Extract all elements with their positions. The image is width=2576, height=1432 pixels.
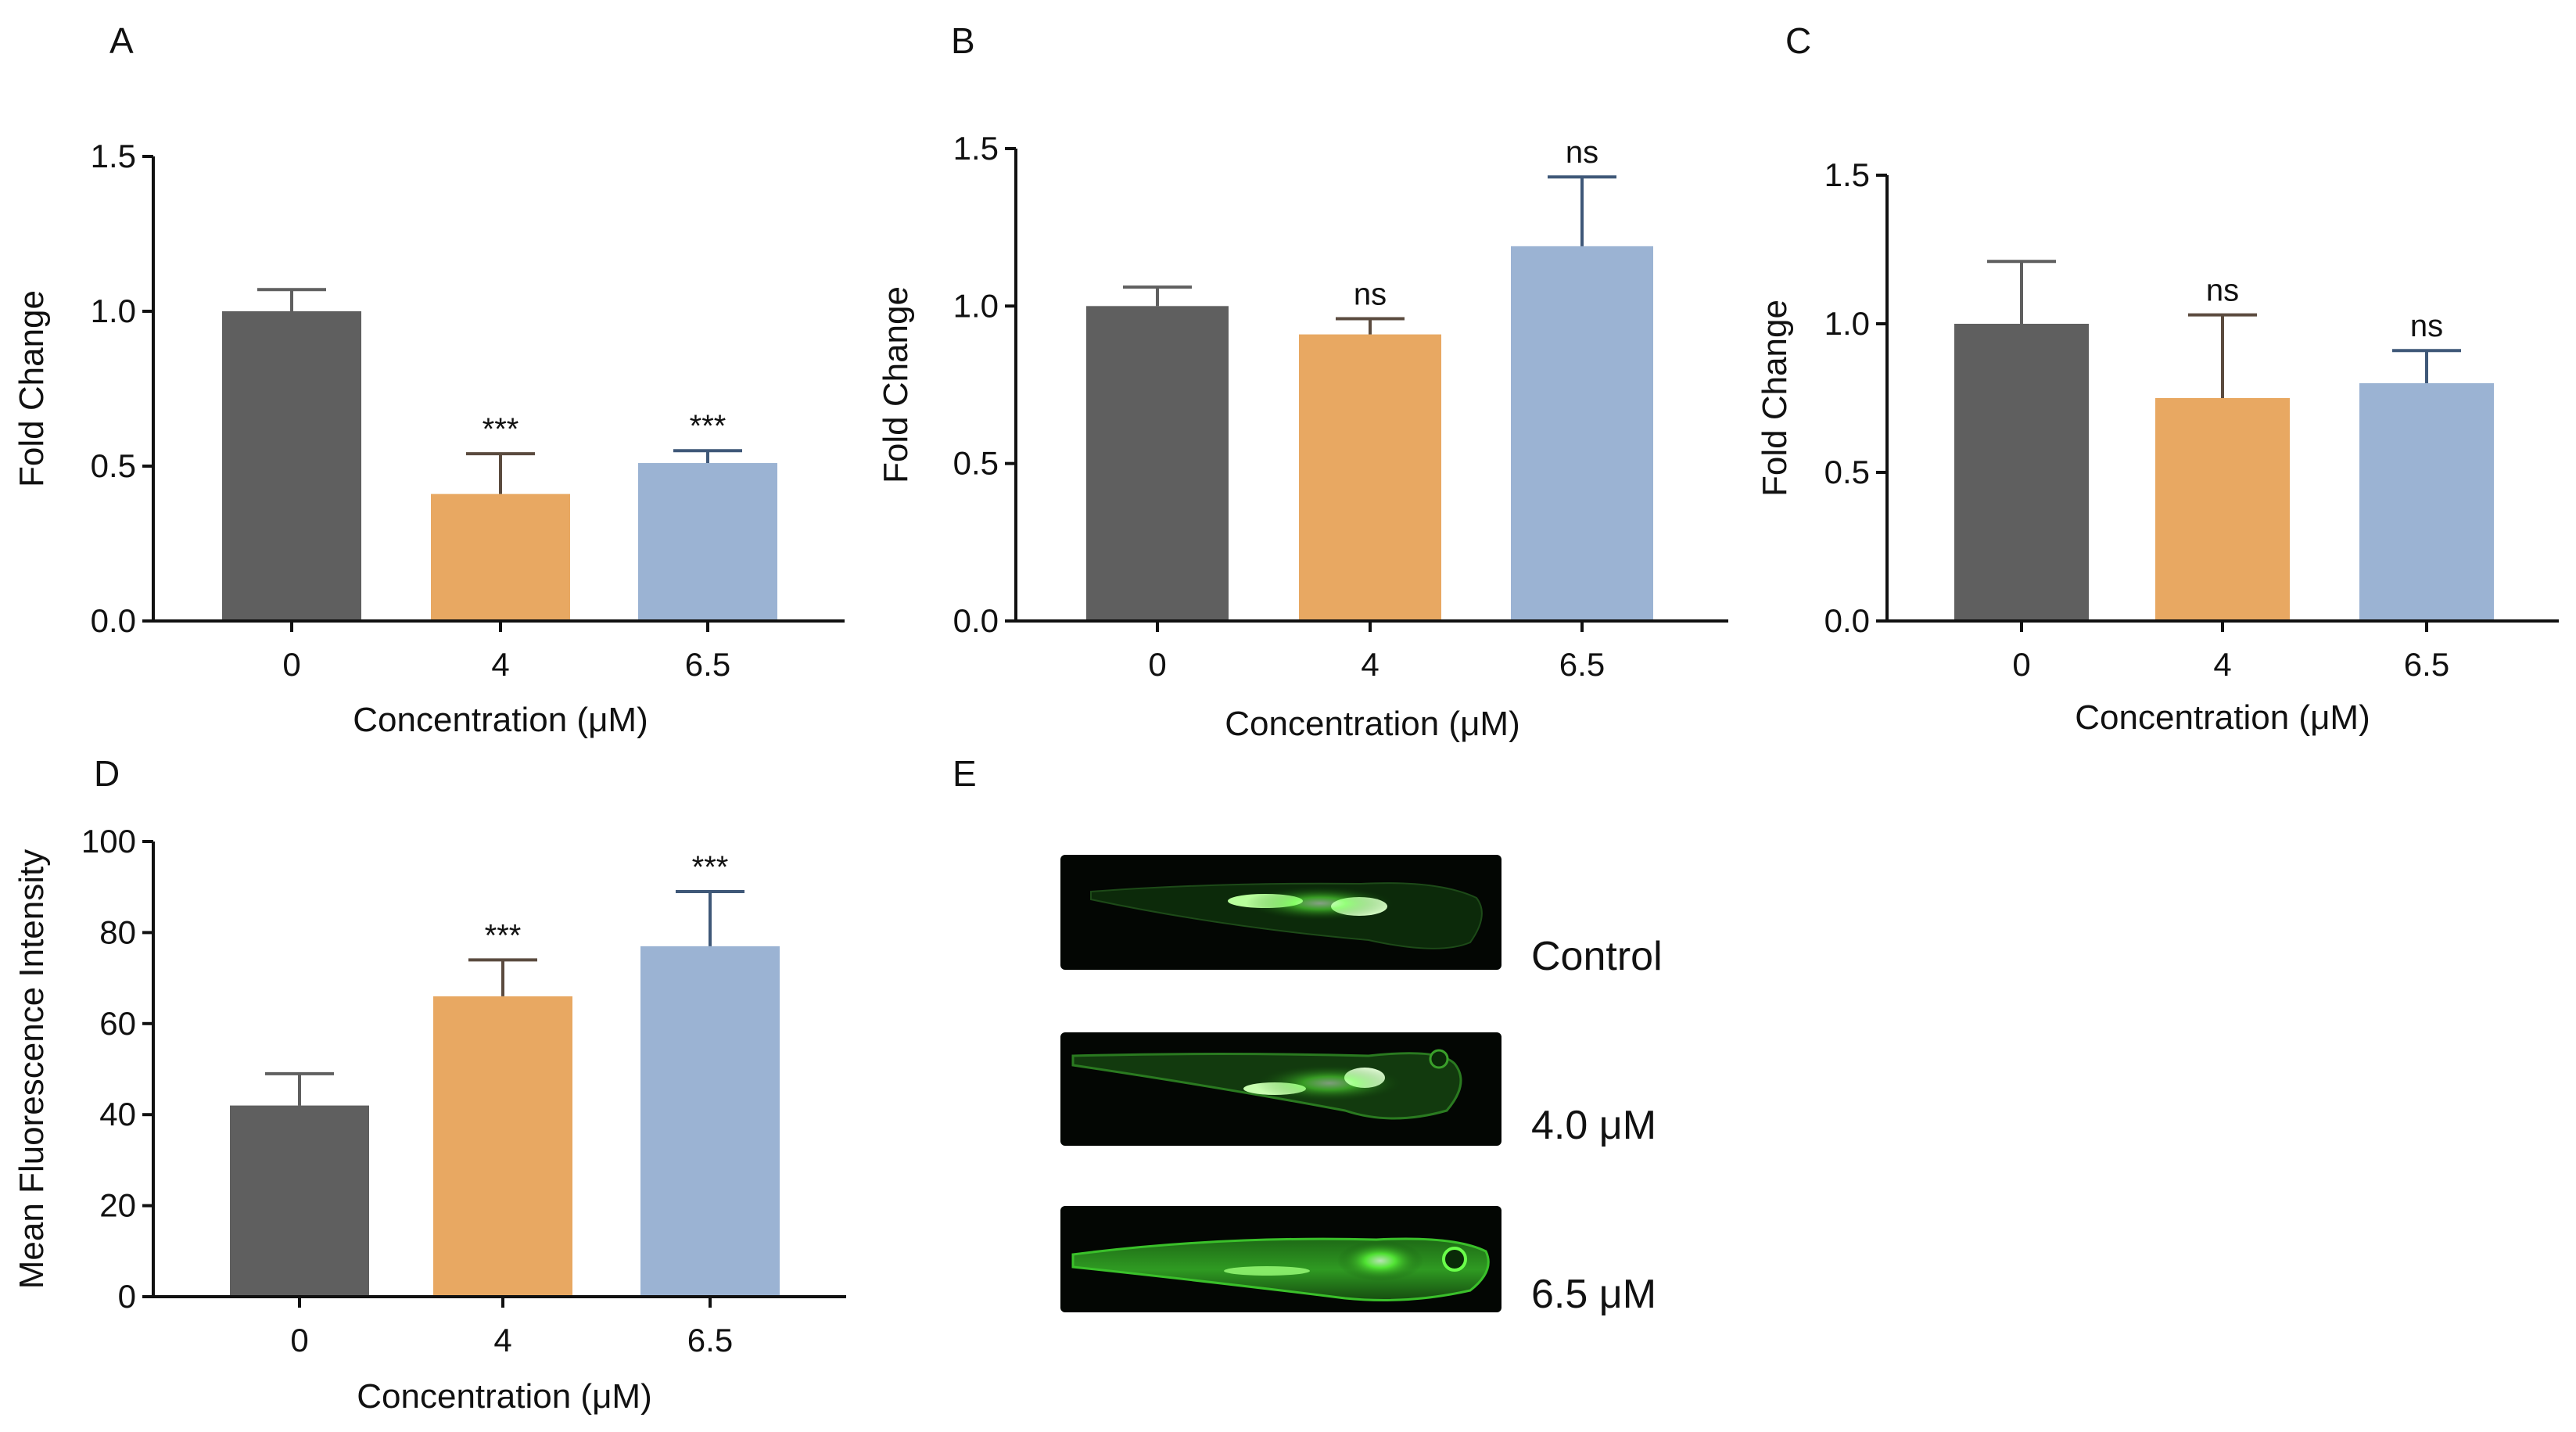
y-tick-label: 0.5 xyxy=(91,447,136,484)
y-axis-title: Fold Change xyxy=(13,290,51,487)
bar-0 xyxy=(222,311,361,621)
panel-letter: D xyxy=(94,753,120,794)
image-label-6-5um: 6.5 μM xyxy=(1531,1272,1656,1317)
panel-letter: B xyxy=(951,20,975,61)
bar-4 xyxy=(431,493,570,621)
y-tick-label: 0.5 xyxy=(953,445,999,482)
bar-0 xyxy=(230,1105,369,1297)
x-tick-label: 0 xyxy=(2012,646,2030,683)
x-axis-title: Concentration (μM) xyxy=(2075,698,2370,737)
bar-4 xyxy=(2155,398,2290,621)
y-tick-label: 60 xyxy=(99,1005,136,1042)
panel-letter: C xyxy=(1785,20,1811,61)
image-label-4um: 4.0 μM xyxy=(1531,1103,1656,1148)
x-tick-label: 6.5 xyxy=(687,1322,733,1358)
chart-panel-d: D *** *** 0 20 40 60 80 100 0 4 6.5 Concentration (μ… xyxy=(13,753,846,1416)
fluorescence-glow xyxy=(1337,1240,1423,1281)
x-axis-title: Concentration (μM) xyxy=(357,1377,651,1416)
bar-6-5 xyxy=(1511,246,1653,621)
bar-4 xyxy=(1299,334,1441,621)
fluorescence-spot xyxy=(1224,1266,1310,1276)
fish-eye xyxy=(1429,1049,1449,1069)
y-tick-label: 20 xyxy=(99,1187,136,1224)
significance-label: *** xyxy=(485,918,522,953)
significance-label: ns xyxy=(1566,135,1598,170)
y-tick-label: 1.5 xyxy=(1824,156,1870,193)
y-tick-label: 1.5 xyxy=(953,130,999,167)
x-tick-label: 6.5 xyxy=(2404,646,2449,683)
fluorescence-glow xyxy=(1246,886,1394,921)
fish-image-4um xyxy=(1060,1032,1501,1146)
x-tick-label: 0 xyxy=(290,1322,308,1358)
x-tick-label: 4 xyxy=(1361,646,1379,683)
y-tick-label: 1.0 xyxy=(91,293,136,329)
y-tick-label: 0.0 xyxy=(953,602,999,639)
y-axis-title: Mean Fluorescence Intensity xyxy=(13,849,51,1290)
bar-6-5 xyxy=(2359,383,2494,621)
y-tick-label: 0.0 xyxy=(91,602,136,639)
x-tick-label: 6.5 xyxy=(685,646,730,683)
x-tick-label: 6.5 xyxy=(1559,646,1605,683)
fluorescence-glow xyxy=(1255,1064,1404,1102)
bar-0 xyxy=(1086,306,1229,621)
bar-6-5 xyxy=(638,463,777,621)
y-tick-label: 0 xyxy=(118,1278,136,1315)
y-tick-label: 40 xyxy=(99,1096,136,1132)
bar-4 xyxy=(433,996,572,1297)
y-tick-label: 1.0 xyxy=(953,287,999,324)
fish-eye xyxy=(1442,1247,1467,1272)
chart-panel-c: Cns ns 0.0 0.5 1.0 1.5 0 4 6.5 Concentration (μM)… xyxy=(1756,20,2559,737)
y-tick-label: 80 xyxy=(99,913,136,950)
significance-label: *** xyxy=(483,412,519,447)
x-tick-label: 4 xyxy=(491,646,509,683)
y-tick-label: 0.5 xyxy=(1824,454,1870,490)
x-tick-label: 0 xyxy=(282,646,300,683)
x-axis-title: Concentration (μM) xyxy=(353,701,648,739)
x-tick-label: 4 xyxy=(2213,646,2231,683)
panel-letter-e: E xyxy=(953,753,977,794)
y-axis-title: Fold Change xyxy=(877,286,915,483)
x-tick-label: 0 xyxy=(1148,646,1166,683)
y-tick-label: 1.0 xyxy=(1824,305,1870,342)
fish-image-control xyxy=(1060,855,1501,970)
chart-panel-b: Bns ns 0.0 0.5 1.0 1.5 0 4 6.5 Concentration (μM)… xyxy=(877,20,1728,743)
significance-label: ns xyxy=(2206,274,2239,308)
charts-layer: A *** *** 0.0 0.5 1.0 1.5 0 4 6.5 Concentration (μ… xyxy=(13,20,2559,1416)
x-axis-title: Concentration (μM) xyxy=(1225,705,1519,743)
significance-label: ns xyxy=(2410,309,2443,343)
panel-e: E Control 4.0 μM 6.5 μM xyxy=(953,753,1663,1317)
panel-letter: A xyxy=(109,20,134,61)
y-axis-title: Fold Change xyxy=(1756,300,1794,497)
x-tick-label: 4 xyxy=(493,1322,511,1358)
chart-panel-a: A *** *** 0.0 0.5 1.0 1.5 0 4 6.5 Concentration (μ… xyxy=(13,20,845,739)
significance-label: *** xyxy=(692,850,729,885)
y-tick-label: 1.5 xyxy=(91,138,136,174)
bar-0 xyxy=(1954,324,2089,621)
fish-image-6-5um xyxy=(1060,1206,1501,1312)
significance-label: *** xyxy=(690,409,727,443)
image-label-control: Control xyxy=(1531,934,1663,979)
y-tick-label: 100 xyxy=(81,823,136,860)
y-tick-label: 0.0 xyxy=(1824,602,1870,639)
bar-6-5 xyxy=(640,946,780,1297)
significance-label: ns xyxy=(1354,277,1387,311)
